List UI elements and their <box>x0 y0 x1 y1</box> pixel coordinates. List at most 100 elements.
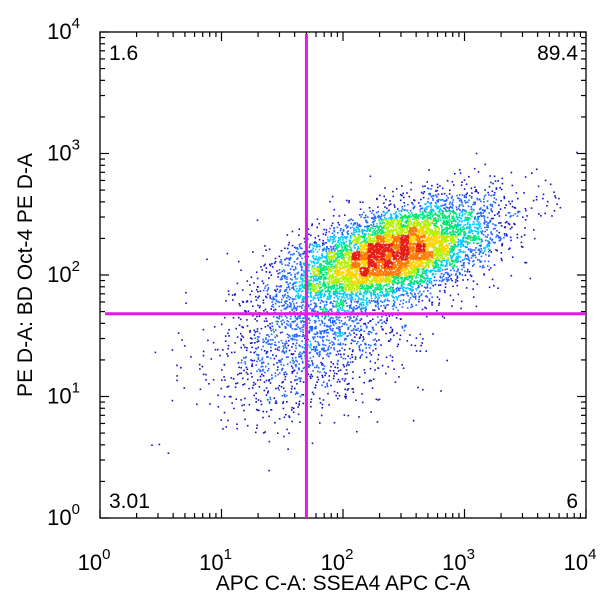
event-dot <box>445 209 447 212</box>
event-dot <box>412 206 415 209</box>
event-dot <box>289 318 292 320</box>
event-dot <box>449 218 451 221</box>
event-dot <box>448 275 451 278</box>
event-dot <box>398 224 400 226</box>
event-dot <box>427 277 430 280</box>
event-dot <box>374 294 376 296</box>
event-dot <box>470 250 473 253</box>
event-dot <box>372 329 375 331</box>
event-dot <box>325 258 328 260</box>
event-dot <box>494 202 497 204</box>
event-dot <box>293 253 295 255</box>
event-dot <box>300 274 303 277</box>
event-dot <box>444 291 446 294</box>
event-dot <box>249 293 251 296</box>
event-dot <box>408 288 410 290</box>
event-dot <box>317 291 320 294</box>
event-dot <box>255 348 258 350</box>
event-dot <box>343 353 345 356</box>
event-dot <box>387 304 389 306</box>
event-dot <box>260 400 262 402</box>
event-dot <box>345 294 347 296</box>
event-dot <box>346 296 348 298</box>
event-dot <box>320 295 322 297</box>
event-dot <box>317 315 319 318</box>
event-dot <box>323 350 325 352</box>
event-dot <box>404 221 406 223</box>
event-dot <box>265 365 267 368</box>
event-dot <box>511 226 513 229</box>
event-dot <box>282 274 284 277</box>
event-dot <box>313 333 316 335</box>
event-dot <box>441 214 443 217</box>
event-dot <box>410 289 412 291</box>
event-dot <box>373 238 376 240</box>
event-dot <box>428 202 431 204</box>
event-dot <box>408 299 411 301</box>
event-dot <box>365 286 368 289</box>
event-dot <box>289 311 291 313</box>
event-dot <box>369 241 371 244</box>
event-dot <box>327 349 329 351</box>
event-dot <box>465 211 468 214</box>
event-dot <box>355 301 358 303</box>
event-dot <box>425 211 427 213</box>
event-dot <box>284 277 286 280</box>
event-dot <box>373 213 375 216</box>
event-dot <box>320 296 323 299</box>
event-dot <box>430 212 432 215</box>
event-dot <box>240 372 242 375</box>
event-dot <box>414 298 417 300</box>
event-dot <box>419 274 421 277</box>
event-dot <box>294 338 296 341</box>
event-dot <box>435 259 437 262</box>
event-dot <box>318 281 321 283</box>
event-dot <box>274 348 277 350</box>
event-dot <box>499 186 501 189</box>
event-dot <box>365 303 368 305</box>
event-dot <box>291 278 293 281</box>
event-dot <box>283 294 286 297</box>
event-dot <box>312 296 315 299</box>
event-dot <box>301 299 304 301</box>
event-dot <box>238 260 240 263</box>
event-dot <box>369 344 372 347</box>
event-dot <box>249 351 252 353</box>
event-dot <box>480 211 482 214</box>
event-dot <box>352 285 355 287</box>
event-dot <box>258 368 260 371</box>
event-dot <box>439 212 442 215</box>
event-dot <box>524 176 527 178</box>
event-dot <box>392 299 395 302</box>
event-dot <box>255 392 257 395</box>
event-dot <box>365 240 368 243</box>
event-dot <box>354 356 357 358</box>
event-dot <box>478 235 480 238</box>
event-dot <box>405 293 408 295</box>
event-dot <box>432 214 434 217</box>
event-dot <box>285 288 288 291</box>
event-dot <box>297 292 299 295</box>
event-dot <box>397 309 399 312</box>
event-dot <box>440 204 442 207</box>
event-dot <box>374 291 376 294</box>
event-dot <box>291 409 293 411</box>
event-dot <box>375 276 377 278</box>
event-dot <box>372 290 375 293</box>
event-dot <box>418 280 421 282</box>
event-dot <box>273 397 276 399</box>
event-dot <box>325 314 327 317</box>
event-dot <box>378 219 380 221</box>
event-dot <box>409 287 412 290</box>
event-dot <box>470 187 473 190</box>
event-dot <box>429 209 432 212</box>
event-dot <box>442 264 444 267</box>
event-dot <box>295 317 297 320</box>
event-dot <box>324 386 327 388</box>
event-dot <box>293 361 295 363</box>
event-dot <box>300 262 302 264</box>
event-dot <box>337 339 340 341</box>
event-dot <box>311 267 313 270</box>
event-dot <box>380 219 383 222</box>
event-dot <box>483 201 485 203</box>
